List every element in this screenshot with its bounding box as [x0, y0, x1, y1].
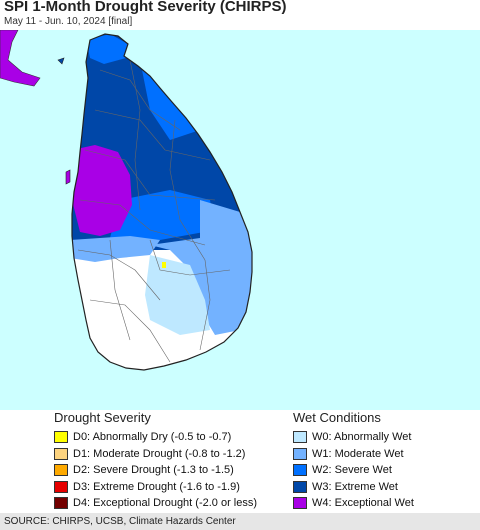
legend-swatch-d1: [54, 447, 68, 460]
zone-moderate-wet-east: [150, 200, 252, 335]
legend-swatch-w0: [293, 431, 307, 443]
legend-item-d0: D0: Abnormally Dry (-0.5 to -0.7): [54, 429, 257, 445]
legend-swatch-w1: [293, 447, 307, 460]
wet-legend: Wet Conditions W0: Abnormally Wet W1: Mo…: [293, 410, 414, 512]
zone-north-tip-wet: [86, 34, 128, 64]
zone-severe-wet-central: [110, 190, 215, 240]
legend-label-w3: W3: Extreme Wet: [312, 480, 398, 493]
india-coast-region: [0, 30, 41, 87]
islet-north: [57, 57, 65, 65]
legend-label-w4: W4: Exceptional Wet: [312, 497, 414, 509]
drought-legend-heading: Drought Severity: [54, 410, 151, 425]
legend-swatch-w3: [293, 480, 307, 493]
zone-abnormally-wet: [145, 255, 210, 335]
map-subtitle: May 11 - Jun. 10, 2024 [final]: [4, 16, 133, 27]
legend-item-w4: W4: Exceptional Wet: [293, 495, 414, 511]
legend-label-d4: D4: Exceptional Drought (-2.0 or less): [73, 497, 258, 509]
legend-label-d3: D3: Extreme Drought (-1.6 to -1.9): [73, 480, 240, 493]
legend-item-w2: W2: Severe Wet: [293, 462, 414, 478]
legend-item-d1: D1: Moderate Drought (-0.8 to -1.2): [54, 446, 257, 462]
legend-label-w0: W0: Abnormally Wet: [312, 431, 412, 443]
legend-item-d4: D4: Exceptional Drought (-2.0 or less): [54, 495, 257, 511]
map-title: SPI 1-Month Drought Severity (CHIRPS): [4, 0, 287, 15]
legend-label-w2: W2: Severe Wet: [312, 464, 392, 476]
legend-label-d1: D1: Moderate Drought (-0.8 to -1.2): [73, 447, 246, 460]
legend-swatch-w2: [293, 464, 307, 476]
legend-item-d3: D3: Extreme Drought (-1.6 to -1.9): [54, 479, 257, 495]
legend-item-w1: W1: Moderate Wet: [293, 446, 414, 462]
zone-exceptional-wet: [72, 145, 132, 236]
islet-west: [65, 169, 71, 185]
legend-item-d2: D2: Severe Drought (-1.3 to -1.5): [54, 462, 257, 478]
legend: Drought Severity D0: Abnormally Dry (-0.…: [0, 410, 480, 510]
legend-swatch-w4: [293, 497, 307, 509]
legend-label-d2: D2: Severe Drought (-1.3 to -1.5): [73, 464, 234, 476]
drought-legend: Drought Severity D0: Abnormally Dry (-0.…: [54, 410, 257, 512]
drought-map: [0, 30, 480, 410]
wet-legend-heading: Wet Conditions: [293, 410, 381, 425]
legend-label-d0: D0: Abnormally Dry (-0.5 to -0.7): [73, 431, 232, 443]
zone-abnormally-dry: [162, 262, 166, 268]
legend-label-w1: W1: Moderate Wet: [312, 447, 404, 460]
legend-swatch-d2: [54, 464, 68, 476]
sri-lanka-outline: [71, 33, 253, 371]
legend-swatch-d4: [54, 497, 68, 509]
legend-item-w3: W3: Extreme Wet: [293, 479, 414, 495]
source-footer: SOURCE: CHIRPS, UCSB, Climate Hazards Ce…: [0, 513, 480, 530]
legend-swatch-d0: [54, 431, 68, 443]
legend-swatch-d3: [54, 480, 68, 493]
zone-moderate-wet-west: [72, 236, 160, 262]
legend-item-w0: W0: Abnormally Wet: [293, 429, 414, 445]
